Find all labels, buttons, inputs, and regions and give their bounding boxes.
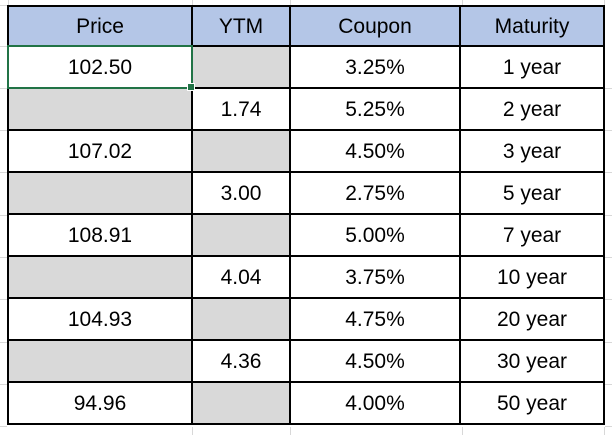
cell-ytm-row4[interactable]: 3.00 [193,173,289,213]
fill-handle[interactable] [187,83,195,91]
cell-price-row2[interactable] [9,89,191,129]
header-cell-price[interactable]: Price [9,7,191,45]
bond-data-table: Price YTM Coupon Maturity 102.50 3.25% 1… [7,5,605,425]
cell-price-row6[interactable] [9,257,191,297]
cell-price-row5[interactable]: 108.91 [9,215,191,255]
cell-coupon-row3[interactable]: 4.50% [291,131,459,171]
cell-coupon-row2[interactable]: 5.25% [291,89,459,129]
cell-price-row8[interactable] [9,341,191,381]
cell-coupon-row9[interactable]: 4.00% [291,383,459,423]
cell-price-row1[interactable]: 102.50 [9,47,195,91]
cell-ytm-row5[interactable] [193,215,289,255]
cell-maturity-row5[interactable]: 7 year [461,215,603,255]
cell-price-row3[interactable]: 107.02 [9,131,191,171]
gridline-stub-right [605,0,612,435]
cell-maturity-row3[interactable]: 3 year [461,131,603,171]
cell-maturity-row9[interactable]: 50 year [461,383,603,423]
cell-maturity-row1[interactable]: 1 year [461,47,603,87]
cell-coupon-row5[interactable]: 5.00% [291,215,459,255]
cell-coupon-row6[interactable]: 3.75% [291,257,459,297]
cell-maturity-row2[interactable]: 2 year [461,89,603,129]
cell-maturity-row6[interactable]: 10 year [461,257,603,297]
cell-ytm-row2[interactable]: 1.74 [193,89,289,129]
cell-ytm-row1[interactable] [193,47,289,87]
cell-maturity-row7[interactable]: 20 year [461,299,603,339]
header-cell-ytm[interactable]: YTM [193,7,289,45]
cell-maturity-row4[interactable]: 5 year [461,173,603,213]
cell-coupon-row8[interactable]: 4.50% [291,341,459,381]
cell-maturity-row8[interactable]: 30 year [461,341,603,381]
cell-coupon-row4[interactable]: 2.75% [291,173,459,213]
gridline-stub-top [0,0,612,5]
cell-coupon-row7[interactable]: 4.75% [291,299,459,339]
cell-price-row7[interactable]: 104.93 [9,299,191,339]
gridline-stub-bottom [0,427,612,435]
cell-price-row4[interactable] [9,173,191,213]
cell-ytm-row9[interactable] [193,383,289,423]
cell-ytm-row7[interactable] [193,299,289,339]
header-cell-coupon[interactable]: Coupon [291,7,459,45]
cell-ytm-row8[interactable]: 4.36 [193,341,289,381]
cell-coupon-row1[interactable]: 3.25% [291,47,459,87]
header-cell-maturity[interactable]: Maturity [461,7,603,45]
cell-price-row9[interactable]: 94.96 [9,383,191,423]
cell-ytm-row6[interactable]: 4.04 [193,257,289,297]
gridline-stub-left [0,0,7,435]
cell-ytm-row3[interactable] [193,131,289,171]
